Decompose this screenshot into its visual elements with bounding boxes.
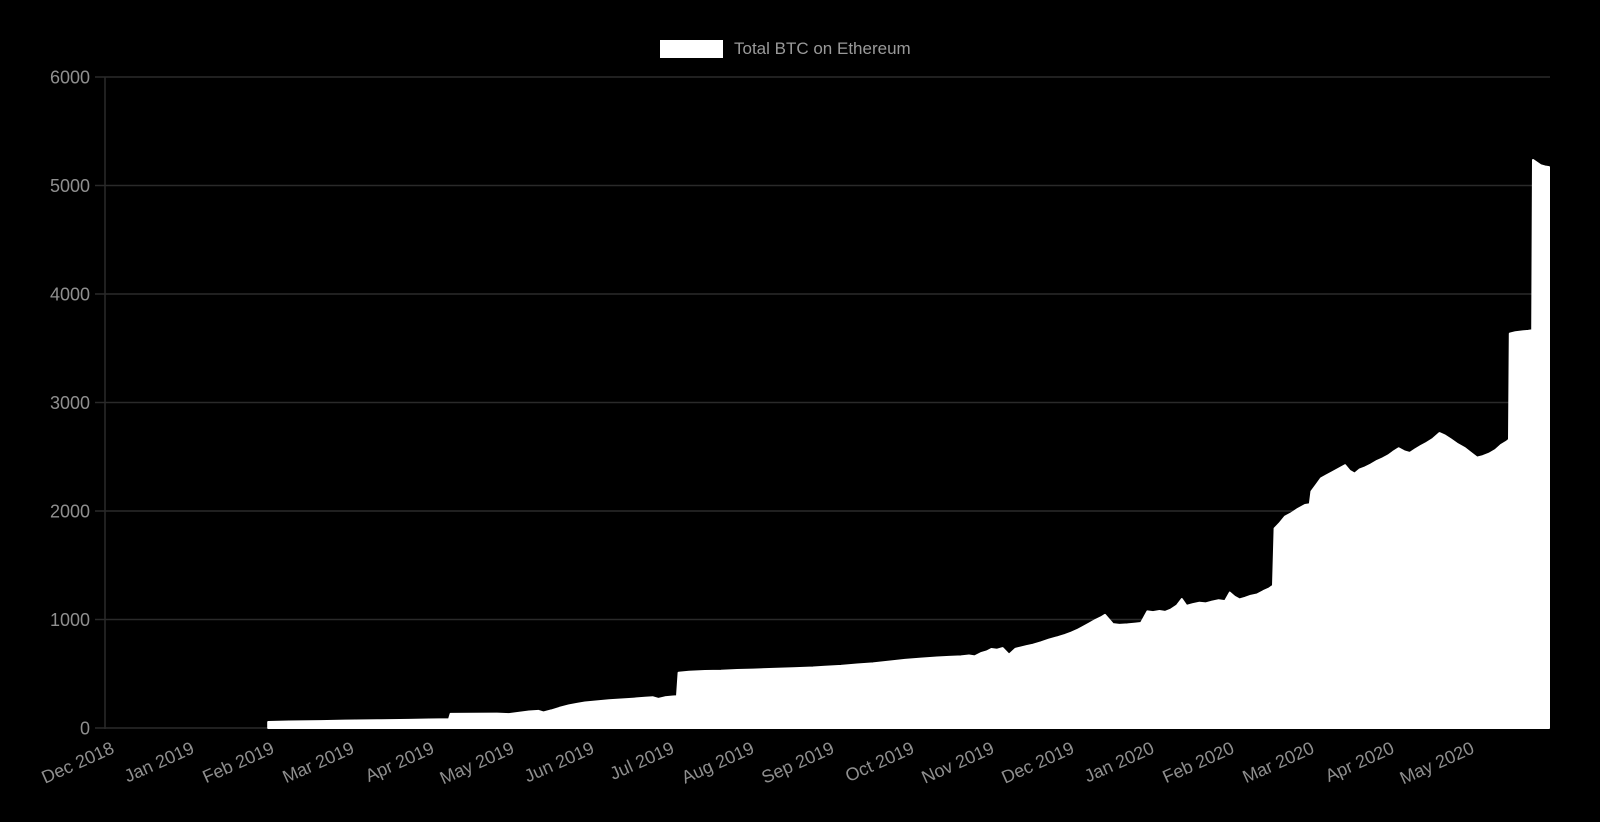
x-tick-label-jan-2020: Jan 2020 (1081, 738, 1157, 786)
y-tick-label-4000: 4000 (50, 285, 90, 305)
x-tick-label-jan-2019: Jan 2019 (121, 738, 197, 786)
x-tick-label-nov-2019: Nov 2019 (919, 738, 998, 788)
x-tick-label-oct-2019: Oct 2019 (842, 738, 917, 786)
y-tick-label-0: 0 (80, 719, 90, 739)
y-tick-label-3000: 3000 (50, 393, 90, 413)
x-tick-label-may-2019: May 2019 (437, 738, 517, 788)
x-tick-label-feb-2019: Feb 2019 (199, 738, 277, 787)
x-tick-label-apr-2019: Apr 2019 (362, 738, 437, 786)
y-tick-label-2000: 2000 (50, 502, 90, 522)
legend-label: Total BTC on Ethereum (734, 39, 911, 58)
x-tick-label-may-2020: May 2020 (1397, 738, 1477, 788)
x-tick-label-sep-2019: Sep 2019 (759, 738, 838, 788)
legend-item-total-btc[interactable]: Total BTC on Ethereum (660, 40, 911, 58)
x-tick-label-aug-2019: Aug 2019 (679, 738, 758, 788)
y-tick-label-6000: 6000 (50, 68, 90, 88)
x-tick-label-jul-2019: Jul 2019 (607, 738, 677, 784)
x-tick-label-dec-2018: Dec 2018 (39, 738, 118, 788)
x-tick-label-feb-2020: Feb 2020 (1159, 738, 1237, 787)
x-tick-label-mar-2019: Mar 2019 (279, 738, 357, 787)
x-tick-label-mar-2020: Mar 2020 (1239, 738, 1317, 787)
y-tick-label-5000: 5000 (50, 176, 90, 196)
y-tick-label-1000: 1000 (50, 610, 90, 630)
series-area-total-btc-on-ethereum[interactable] (267, 159, 1550, 729)
x-tick-label-dec-2019: Dec 2019 (999, 738, 1078, 788)
x-tick-label-apr-2020: Apr 2020 (1322, 738, 1397, 786)
x-tick-label-jun-2019: Jun 2019 (521, 738, 597, 786)
legend-swatch (660, 40, 723, 58)
